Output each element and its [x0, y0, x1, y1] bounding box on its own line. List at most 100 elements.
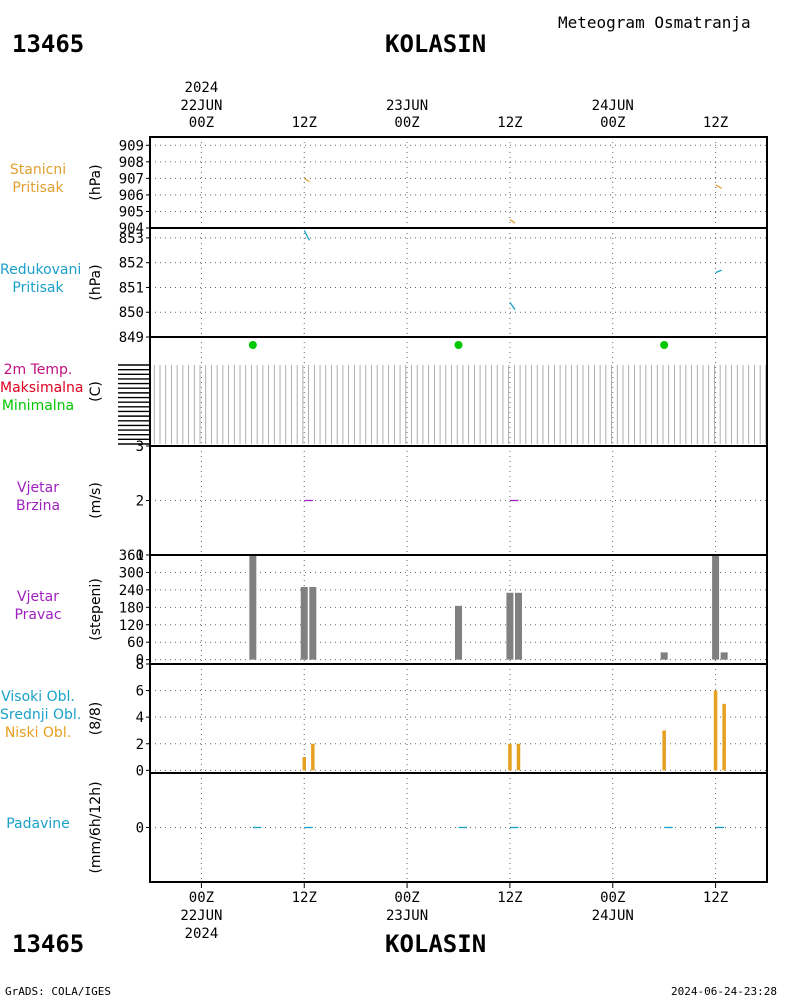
- panel-ylabel: (8/8): [88, 702, 104, 735]
- panel-ylabel: (hPa): [88, 264, 104, 300]
- data-bar: [660, 652, 668, 660]
- data-bar: [506, 592, 514, 660]
- data-bar: [309, 586, 317, 660]
- data-bar: [302, 757, 306, 771]
- bottom-time-label: 12Z: [292, 890, 317, 906]
- panel-frame: [149, 136, 768, 229]
- data-bar: [712, 555, 720, 660]
- data-point: [454, 341, 463, 349]
- top-time-label: 12Z: [292, 115, 317, 131]
- data-bar: [516, 743, 521, 771]
- panel-label-line: Brzina: [15, 497, 61, 514]
- panel-label-line: Minimalna: [1, 397, 75, 414]
- data-bar: [508, 743, 512, 771]
- data-bar: [662, 730, 666, 771]
- y-tick-label: 908: [119, 155, 144, 171]
- panel-label-line: Srednji Obl.: [0, 706, 82, 723]
- y-tick-label: 120: [119, 618, 144, 634]
- data-bar: [249, 555, 257, 660]
- panel-label-line: Maksimalna: [0, 379, 84, 396]
- series-segment: [303, 230, 310, 241]
- y-tick-label: 2: [136, 494, 144, 510]
- data-bar: [311, 743, 315, 771]
- panel-label-line: Niski Obl.: [4, 724, 72, 741]
- top-time-label: 00Z: [394, 115, 419, 131]
- data-bar: [455, 605, 462, 660]
- y-tick-label: 852: [119, 256, 144, 272]
- bottom-time-label: 00Z: [600, 890, 625, 906]
- series-segment: [715, 184, 722, 189]
- y-tick-label: 240: [119, 583, 144, 599]
- panel-label-line: Stanicni: [9, 161, 67, 178]
- y-tick-label: 3: [136, 439, 144, 455]
- y-tick-label: 853: [119, 231, 144, 247]
- data-bar: [713, 690, 718, 771]
- data-point: [660, 341, 669, 349]
- panel-label-line: Vjetar: [17, 588, 59, 605]
- panel-label-line: Visoki Obl.: [1, 688, 75, 705]
- panel-label: Padavine: [0, 815, 76, 833]
- panel-label: Visoki Obl. Srednji Obl. Niski Obl.: [0, 688, 82, 742]
- bottom-time-label: 12Z: [703, 890, 728, 906]
- bottom-time-label: 00Z: [189, 890, 214, 906]
- panel-frame: [149, 772, 768, 883]
- panel-label-line: Pritisak: [12, 279, 64, 296]
- y-tick-label: 849: [119, 330, 144, 346]
- y-tick-label: 905: [119, 204, 144, 220]
- timestamp-text: 2024-06-24-23:28: [671, 985, 777, 998]
- y-tick-label: 904: [119, 221, 144, 237]
- data-bar: [722, 703, 726, 771]
- bottom-year-label: 2024: [185, 926, 219, 942]
- y-tick-label: 906: [119, 188, 144, 204]
- panel-frame: [149, 663, 768, 774]
- top-time-label: 12Z: [703, 115, 728, 131]
- y-tick-label: 6: [136, 684, 144, 700]
- panel-label-line: Pravac: [14, 606, 62, 623]
- top-time-label: 00Z: [189, 115, 214, 131]
- panel-frame: [149, 227, 768, 338]
- bottom-date-label: 24JUN: [592, 908, 634, 924]
- panel-label-line: Redukovani: [0, 261, 82, 278]
- bottom-date-label: 22JUN: [180, 908, 222, 924]
- y-tick-label: 180: [119, 600, 144, 616]
- panel-ylabel: (stepeni): [88, 578, 104, 641]
- y-tick-label: 4: [136, 710, 144, 726]
- panel-ylabel: (mm/6h/12h): [88, 781, 104, 873]
- y-tick-label: 1: [136, 548, 144, 564]
- y-tick-label: 60: [127, 635, 144, 651]
- y-tick-label: 909: [119, 138, 144, 154]
- y-tick-label: 300: [119, 565, 144, 581]
- data-bar: [514, 592, 522, 660]
- y-tick-label: 851: [119, 280, 144, 296]
- y-tick-label: 907: [119, 171, 144, 187]
- meteogram-subtitle: Meteogram Osmatranja: [558, 13, 751, 32]
- y-tick-label: 8: [136, 657, 144, 673]
- panel-ylabel: (hPa): [88, 164, 104, 200]
- y-tick-label: 2: [136, 737, 144, 753]
- bottom-date-label: 23JUN: [386, 908, 428, 924]
- panel-frame: [149, 445, 768, 556]
- y-tick-label: 0: [136, 821, 144, 837]
- credit-text: GrADS: COLA/IGES: [5, 985, 111, 998]
- y-tick-label: 0: [136, 763, 144, 779]
- station-id-top: 13465: [12, 30, 85, 58]
- panel-label: Vjetar Pravac: [0, 588, 76, 624]
- panel-label: 2m Temp. Maksimalna Minimalna: [0, 361, 84, 415]
- data-point: [248, 341, 257, 349]
- panel-label: Redukovani Pritisak: [0, 261, 82, 297]
- y-tick-label: 0: [136, 653, 144, 669]
- bottom-time-label: 00Z: [394, 890, 419, 906]
- station-name-top: KOLASIN: [385, 30, 487, 58]
- top-date-label: 24JUN: [592, 98, 634, 114]
- series-segment: [303, 177, 310, 183]
- series-segment: [509, 301, 516, 311]
- top-date-label: 22JUN: [180, 98, 222, 114]
- panel-label-line: Pritisak: [12, 179, 64, 196]
- data-bar: [720, 652, 728, 660]
- station-name-bottom: KOLASIN: [385, 930, 487, 958]
- top-time-label: 12Z: [497, 115, 522, 131]
- panel-label-line: Padavine: [6, 815, 70, 832]
- panel-label: Vjetar Brzina: [0, 479, 76, 515]
- y-tick-label: 360: [119, 548, 144, 564]
